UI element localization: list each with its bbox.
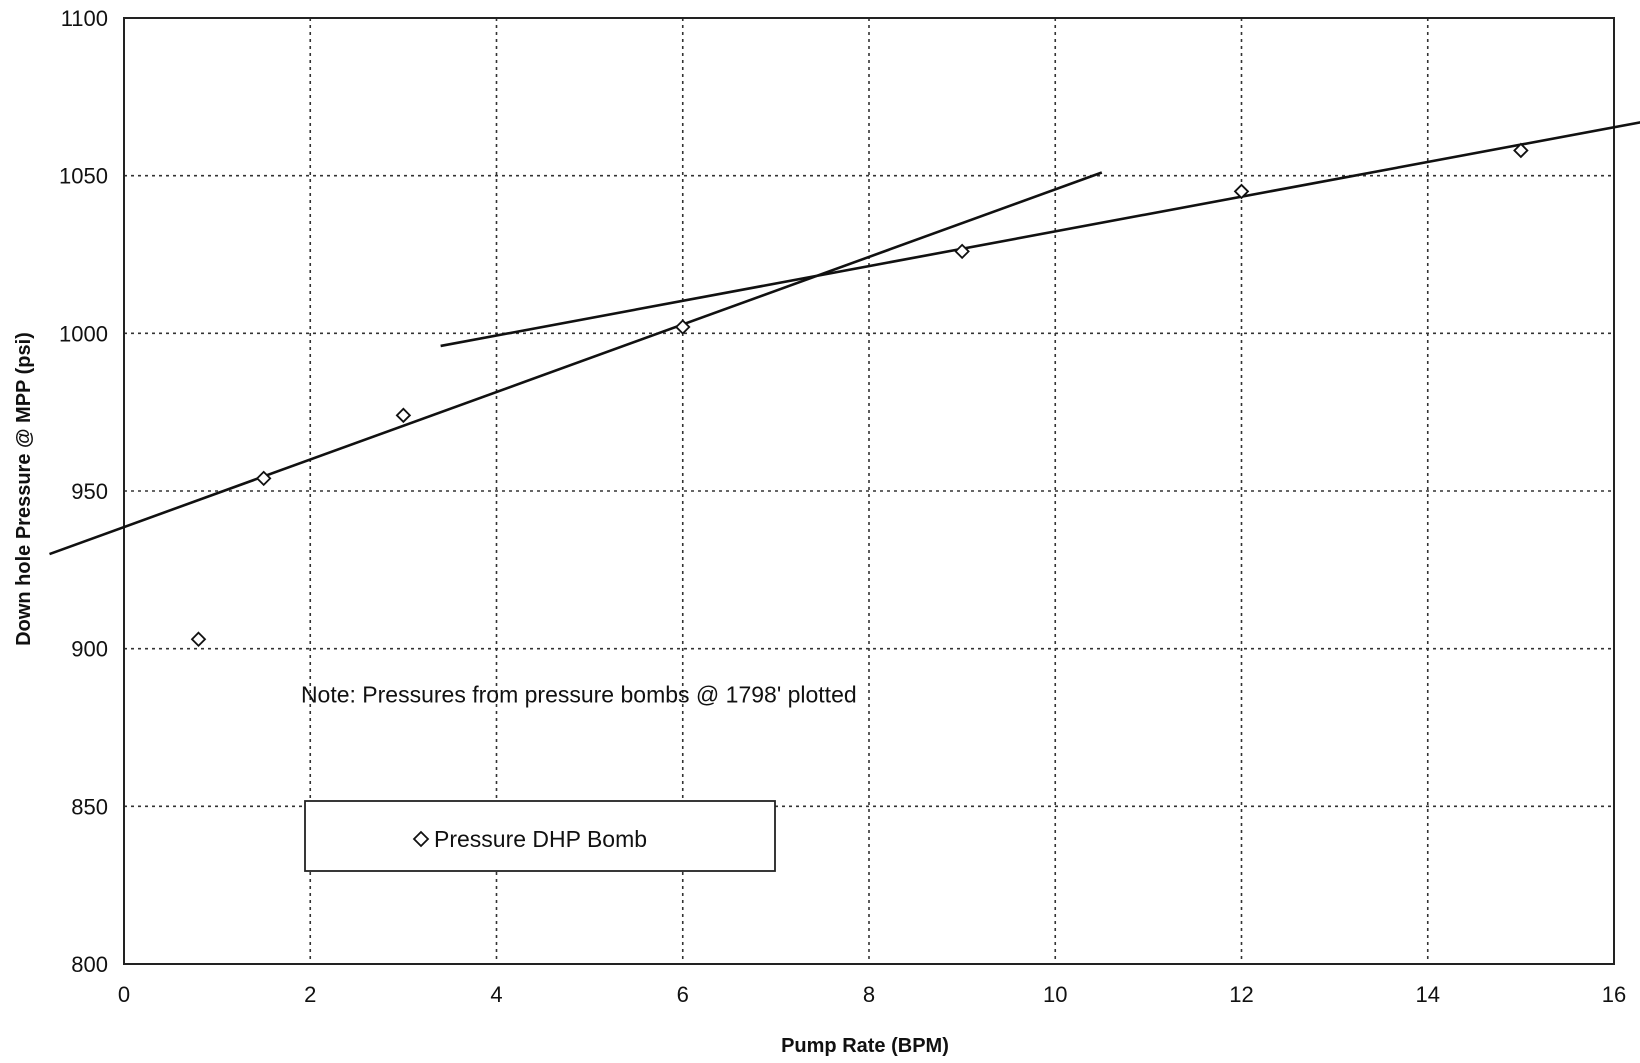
gridlines [124, 18, 1614, 964]
data-point [255, 470, 272, 487]
y-tick-labels: 800 850 900 950 1000 1050 1100 [59, 6, 108, 977]
legend-entry-label: Pressure DHP Bomb [434, 826, 647, 852]
x-tick-label: 14 [1416, 982, 1440, 1007]
x-tick-label: 6 [677, 982, 689, 1007]
x-tick-label: 16 [1602, 982, 1626, 1007]
y-tick-label: 1100 [61, 6, 108, 31]
y-tick-label: 800 [71, 952, 108, 977]
data-point [1513, 142, 1529, 159]
trendline [440, 121, 1640, 348]
trendline [49, 171, 1103, 556]
x-tick-labels: 0 2 4 6 8 10 12 14 16 [118, 982, 1626, 1007]
plot-area-frame [123, 17, 1615, 965]
x-tick-label: 8 [863, 982, 875, 1007]
data-point [1233, 183, 1250, 200]
y-tick-label: 950 [71, 479, 108, 504]
x-tick-label: 4 [490, 982, 502, 1007]
data-point [395, 407, 412, 424]
data-point [674, 319, 691, 335]
data-point [190, 631, 207, 647]
x-axis-title: Pump Rate (BPM) [781, 1035, 949, 1057]
x-tick-label: 10 [1043, 982, 1067, 1007]
legend-marker-diamond-icon [412, 830, 430, 848]
chart-note: Note: Pressures from pressure bombs @ 17… [301, 681, 857, 707]
trendlines [49, 121, 1640, 556]
x-tick-label: 0 [118, 982, 130, 1007]
y-tick-label: 850 [71, 794, 108, 819]
data-points [190, 142, 1529, 647]
y-tick-label: 1050 [59, 164, 108, 189]
x-tick-label: 12 [1229, 982, 1253, 1007]
legend-box [304, 800, 776, 872]
y-tick-label: 900 [71, 637, 108, 662]
x-tick-label: 2 [304, 982, 316, 1007]
data-point [954, 243, 970, 260]
y-axis-title: Down hole Pressure @ MPP (psi) [13, 332, 35, 646]
y-tick-label: 1000 [59, 321, 108, 346]
legend: Pressure DHP Bomb [304, 800, 776, 872]
